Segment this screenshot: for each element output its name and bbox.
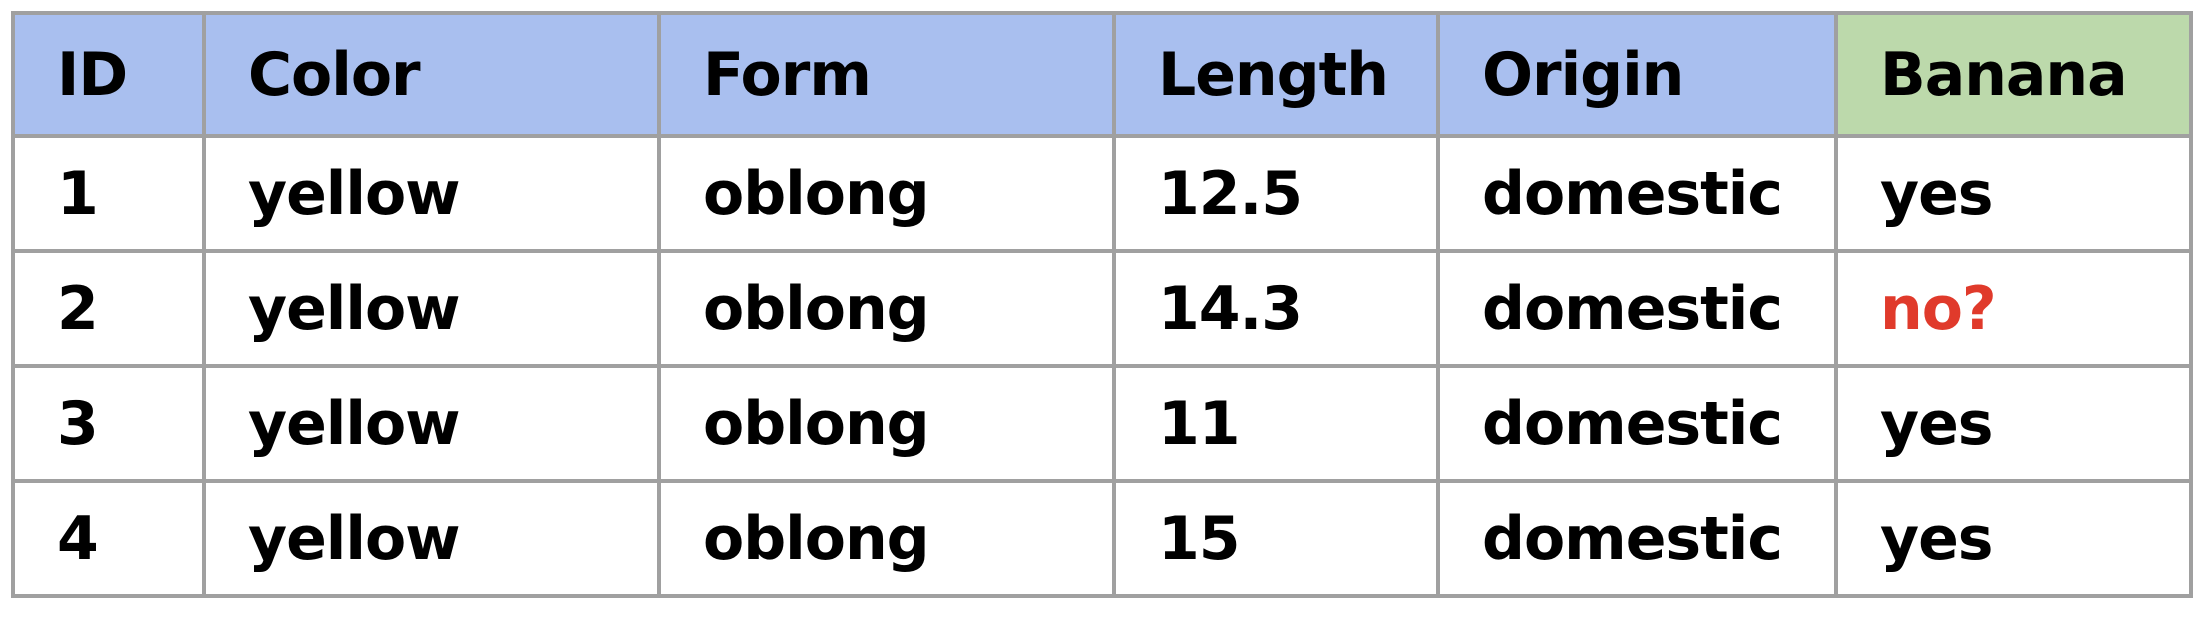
cell-color: yellow	[202, 134, 661, 253]
cell-origin: domestic	[1436, 134, 1838, 253]
header-length: Length	[1112, 11, 1440, 138]
header-origin: Origin	[1436, 11, 1838, 138]
cell-origin: domestic	[1436, 364, 1838, 483]
cell-origin: domestic	[1436, 479, 1838, 598]
cell-id: 1	[11, 134, 206, 253]
cell-banana: yes	[1834, 134, 2193, 253]
cell-form: oblong	[657, 134, 1116, 253]
cell-banana-flagged: no?	[1834, 249, 2193, 368]
cell-id: 4	[11, 479, 206, 598]
header-form: Form	[657, 11, 1116, 138]
cell-color: yellow	[202, 364, 661, 483]
cell-length: 15	[1112, 479, 1440, 598]
cell-color: yellow	[202, 249, 661, 368]
cell-form: oblong	[657, 479, 1116, 598]
header-row: ID Color Form Length Origin Banana	[11, 11, 2193, 138]
cell-id: 3	[11, 364, 206, 483]
cell-banana: yes	[1834, 479, 2193, 598]
cell-form: oblong	[657, 249, 1116, 368]
cell-form: oblong	[657, 364, 1116, 483]
header-banana: Banana	[1834, 11, 2193, 138]
cell-length: 12.5	[1112, 134, 1440, 253]
cell-length: 14.3	[1112, 249, 1440, 368]
data-table-container: ID Color Form Length Origin Banana 1 yel…	[11, 11, 2193, 598]
table-row: 3 yellow oblong 11 domestic yes	[11, 364, 2193, 483]
cell-origin: domestic	[1436, 249, 1838, 368]
cell-id: 2	[11, 249, 206, 368]
header-id: ID	[11, 11, 206, 138]
table-row: 2 yellow oblong 14.3 domestic no?	[11, 249, 2193, 368]
cell-color: yellow	[202, 479, 661, 598]
cell-banana: yes	[1834, 364, 2193, 483]
banana-data-table: ID Color Form Length Origin Banana 1 yel…	[11, 11, 2193, 598]
table-row: 4 yellow oblong 15 domestic yes	[11, 479, 2193, 598]
cell-length: 11	[1112, 364, 1440, 483]
header-color: Color	[202, 11, 661, 138]
table-row: 1 yellow oblong 12.5 domestic yes	[11, 134, 2193, 253]
